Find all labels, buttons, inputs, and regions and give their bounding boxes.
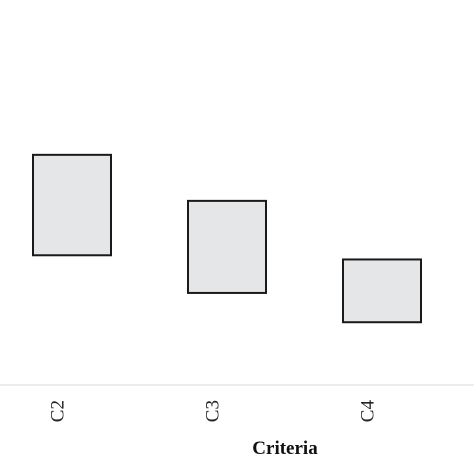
box-group <box>32 153 422 324</box>
x-tick-label-c3: C3 <box>203 400 224 422</box>
x-axis-title: Criteria <box>252 438 318 459</box>
box-c2 <box>32 153 112 257</box>
box-c4 <box>342 258 422 324</box>
x-tick-label-c2: C2 <box>48 400 69 422</box>
x-tick-labels: C2 C3 C4 <box>48 400 379 423</box>
box-c3 <box>187 199 267 294</box>
x-tick-label-c4: C4 <box>358 400 379 423</box>
